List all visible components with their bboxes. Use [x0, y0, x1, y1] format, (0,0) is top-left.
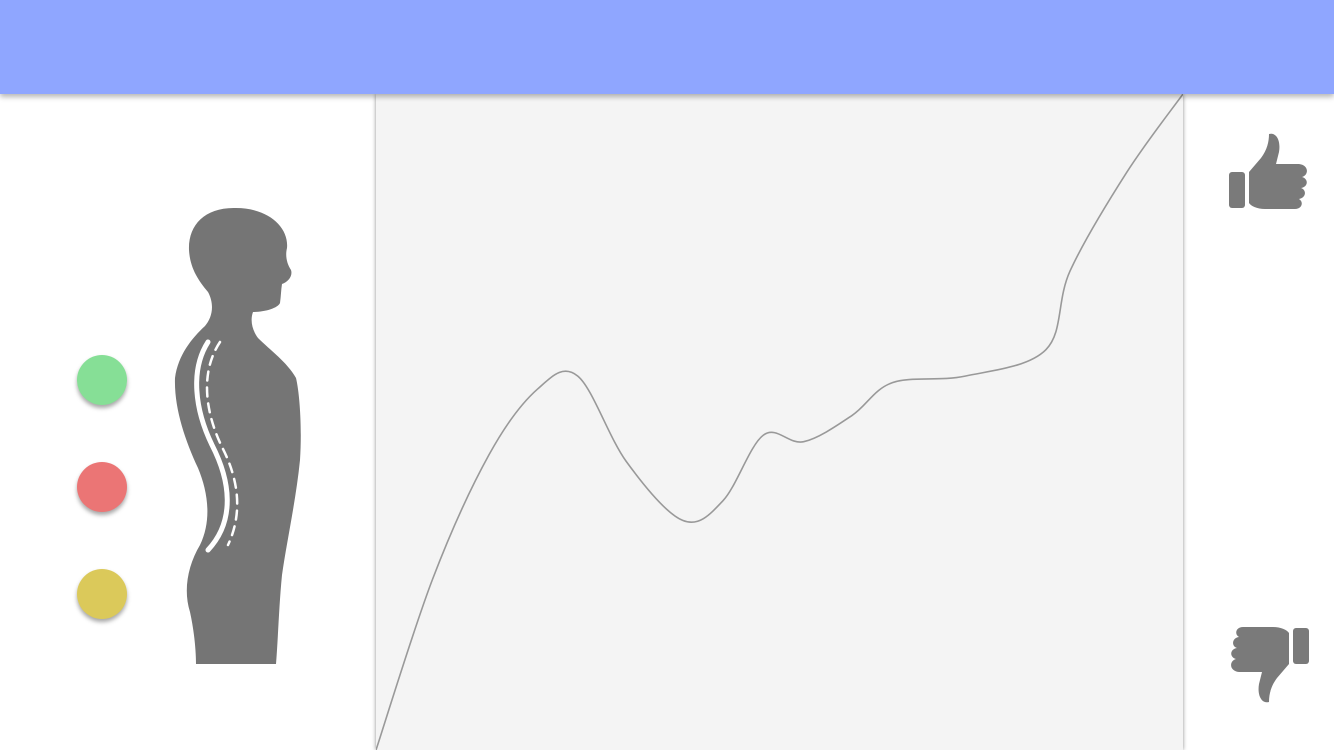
thumbs-up-button[interactable] [1229, 132, 1309, 212]
posture-curve-chart [376, 94, 1183, 750]
series-line [376, 94, 1183, 750]
header-bar [0, 0, 1334, 94]
thumbs-up-icon [1229, 133, 1307, 209]
warning-posture-indicator[interactable] [77, 569, 127, 619]
bad-posture-indicator[interactable] [77, 462, 127, 512]
curve-chart-svg [376, 94, 1183, 750]
chart-background [376, 94, 1183, 750]
thumbs-down-icon [1231, 627, 1309, 703]
human-spine-silhouette-icon [174, 207, 301, 664]
thumbs-down-button[interactable] [1229, 624, 1309, 704]
feedback-panel [1183, 94, 1334, 750]
posture-status-panel [0, 94, 376, 750]
good-posture-indicator[interactable] [77, 355, 127, 405]
